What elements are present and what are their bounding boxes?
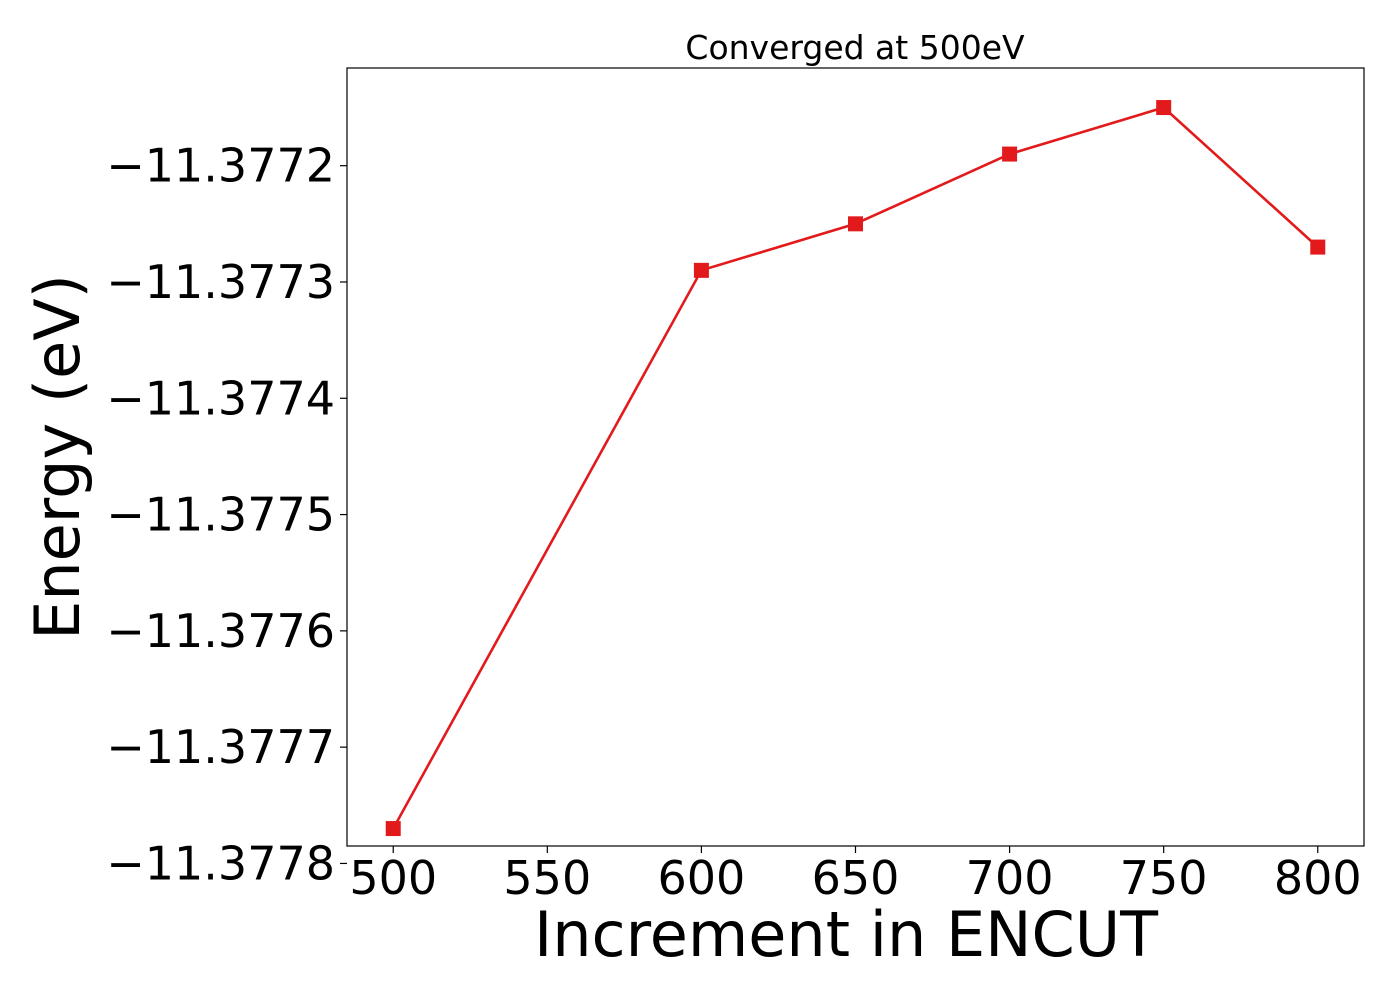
y-tick-label: −11.3776 [106,604,335,658]
x-tick-label: 700 [966,851,1054,905]
y-tick-label: −11.3772 [106,139,335,193]
x-tick-label: 800 [1274,851,1362,905]
y-tick-label: −11.3775 [106,488,335,542]
y-axis-label: Energy (eV) [21,274,94,640]
y-tick-label: −11.3777 [106,720,335,774]
x-tick-label: 500 [349,851,437,905]
y-tick-label: −11.3774 [106,371,335,425]
data-point-marker [1310,239,1326,255]
data-point-marker [385,821,401,837]
y-tick-label: −11.3773 [106,255,335,309]
data-point-marker [1156,100,1172,116]
data-point-marker [848,216,863,232]
chart-title: Converged at 500eV [685,28,1025,67]
series-group [385,100,1326,837]
x-axis-ticks: 500 550 600 650 700 750 800 [349,846,1362,905]
data-point-marker [693,262,709,278]
x-tick-label: 600 [658,851,746,905]
series-line [392,106,1319,830]
x-tick-label: 650 [812,851,900,905]
y-tick-label: −11.3778 [106,836,335,890]
plot-frame [346,67,1365,847]
x-tick-label: 550 [503,851,591,905]
x-tick-label: 750 [1120,851,1208,905]
x-axis-label: Increment in ENCUT [534,898,1159,971]
data-point-marker [1002,146,1018,162]
y-axis-ticks: −11.3778 −11.3777 −11.3776 −11.3775 −11.3774… [106,139,347,890]
